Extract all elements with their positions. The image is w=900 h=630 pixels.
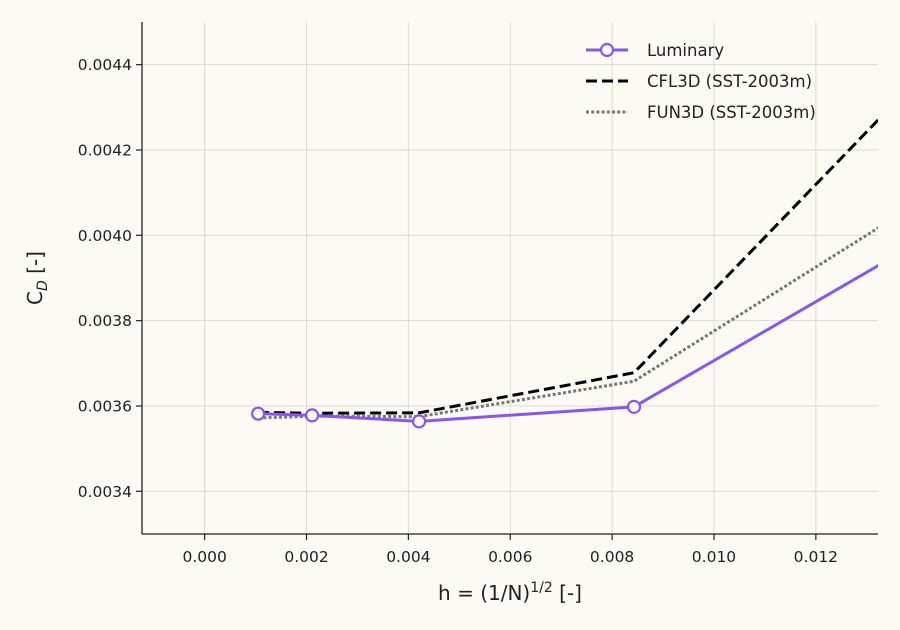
series-line-cfl3d-sst-2003m	[258, 117, 878, 415]
legend-label-cfl3d-sst-2003m: CFL3D (SST-2003m)	[647, 72, 812, 91]
y-tick-label: 0.0044	[78, 56, 132, 74]
x-axis-title-superscript: 1/2	[530, 580, 553, 596]
y-tick-label: 0.0036	[78, 398, 132, 416]
grid-lines	[142, 22, 878, 534]
y-axis-title-suffix: [-]	[23, 251, 47, 280]
y-axis-title-main: C	[23, 291, 47, 305]
data-point-luminary	[251, 406, 266, 421]
y-tick-label: 0.0038	[78, 312, 132, 330]
x-tick-label: 0.012	[794, 548, 838, 566]
y-tick-label: 0.0040	[78, 227, 132, 245]
x-tick-label: 0.006	[488, 548, 532, 566]
legend-marker-luminary	[599, 42, 615, 58]
ticks: 0.000 0.002 0.004 0.006 0.008 0.010 0.012 0.003…	[78, 56, 838, 566]
x-tick-label: 0.010	[692, 548, 736, 566]
y-tick-label: 0.0034	[78, 483, 132, 501]
legend-label-luminary: Luminary	[647, 41, 724, 60]
y-axis-title-subscript: D	[35, 280, 51, 291]
x-tick-label: 0.004	[386, 548, 430, 566]
x-tick-label: 0.008	[590, 548, 634, 566]
x-axis-title-suffix: [-]	[553, 581, 582, 605]
series-line-fun3d-sst-2003m	[258, 226, 878, 420]
y-tick-label: 0.0042	[78, 142, 132, 160]
x-axis-title: h = (1/N)1/2 [-]	[438, 580, 582, 605]
x-tick-label: 0.000	[182, 548, 226, 566]
data-point-luminary	[411, 414, 427, 429]
data-point-luminary	[305, 408, 320, 423]
y-axis-title: CD [-]	[23, 251, 51, 305]
series-layer	[251, 117, 878, 429]
x-tick-label: 0.002	[284, 548, 328, 566]
legend: Luminary CFL3D (SST-2003m) FUN3D (SST-2003…	[586, 41, 816, 122]
x-axis-title-main: h = (1/N)	[438, 581, 530, 605]
data-point-luminary	[626, 399, 642, 414]
legend-label-fun3d-sst-2003m: FUN3D (SST-2003m)	[647, 103, 816, 122]
